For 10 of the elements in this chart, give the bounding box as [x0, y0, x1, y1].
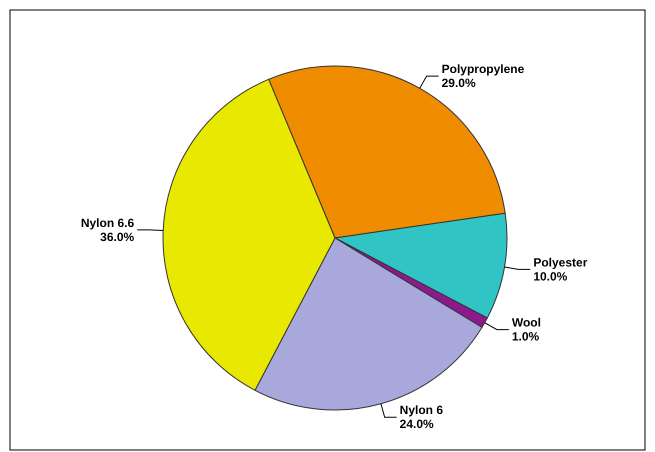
slice-label: Wool [512, 316, 541, 330]
data-label: 29.0% [442, 76, 476, 90]
data-label: 24.0% [400, 417, 434, 432]
slice-label: Nylon 6 [400, 403, 444, 418]
data-label: 1.0% [512, 330, 540, 344]
data-label: 36.0% [100, 230, 135, 244]
slice-label: Polyester [533, 255, 588, 270]
slice-label: Polypropylene [442, 62, 525, 76]
data-label: 10.0% [533, 269, 568, 284]
slice-label: Nylon 6.6 [80, 216, 134, 230]
